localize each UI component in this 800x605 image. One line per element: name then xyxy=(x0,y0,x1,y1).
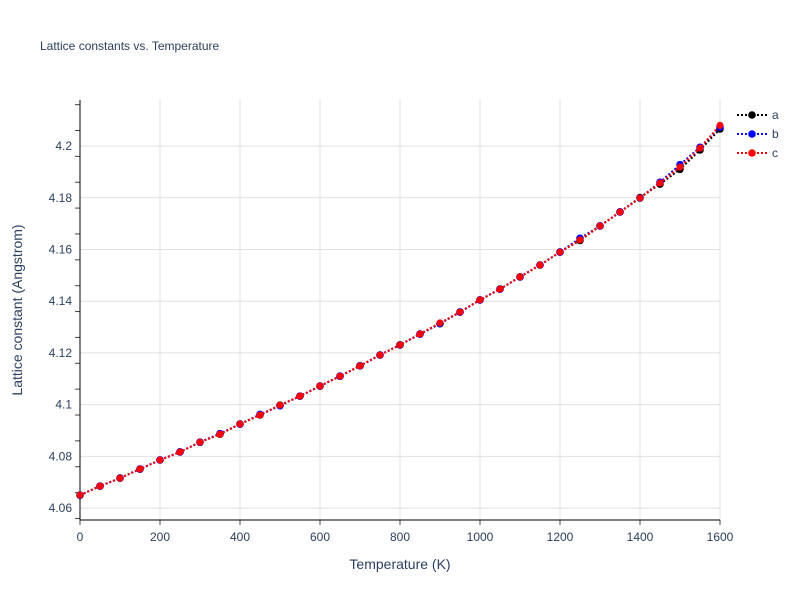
legend-marker xyxy=(748,130,756,138)
data-point-c xyxy=(216,430,224,438)
y-tick-label: 4.08 xyxy=(49,449,73,463)
x-tick-label: 1200 xyxy=(547,530,574,544)
x-tick-label: 1400 xyxy=(627,530,654,544)
data-point-c xyxy=(476,296,484,304)
data-point-c xyxy=(236,420,244,428)
y-tick-label: 4.2 xyxy=(55,139,72,153)
data-point-c xyxy=(456,308,464,316)
series-group xyxy=(76,121,724,499)
data-point-c xyxy=(436,319,444,327)
data-point-c xyxy=(616,208,624,216)
legend-label: a xyxy=(772,108,779,122)
data-point-c xyxy=(296,392,304,400)
series-c xyxy=(76,121,724,499)
data-point-c xyxy=(136,465,144,473)
x-axis-label: Temperature (K) xyxy=(349,556,450,572)
x-tick-label: 200 xyxy=(150,530,170,544)
legend-item-b[interactable]: b xyxy=(737,127,779,141)
data-point-c xyxy=(696,144,704,152)
data-point-c xyxy=(336,372,344,380)
legend-label: b xyxy=(772,127,779,141)
data-point-c xyxy=(156,456,164,464)
data-point-c xyxy=(516,273,524,281)
y-tick-label: 4.16 xyxy=(49,242,73,256)
data-point-c xyxy=(376,351,384,359)
x-tick-label: 800 xyxy=(390,530,410,544)
legend-marker xyxy=(748,111,756,119)
y-tick-label: 4.1 xyxy=(55,398,72,412)
data-point-c xyxy=(116,474,124,482)
axes: 0 200 400 600 800 1000 1200 1400 1600 4.06 4.08 4.1… xyxy=(49,100,734,544)
legend-marker xyxy=(748,149,756,157)
data-point-c xyxy=(576,236,584,244)
legend[interactable]: abc xyxy=(737,108,779,160)
data-point-c xyxy=(676,163,684,171)
data-point-c xyxy=(596,222,604,230)
data-point-c xyxy=(416,330,424,338)
data-point-c xyxy=(356,362,364,370)
data-point-c xyxy=(276,401,284,409)
data-point-c xyxy=(556,248,564,256)
legend-label: c xyxy=(772,146,778,160)
data-point-c xyxy=(96,482,104,490)
x-tick-label: 400 xyxy=(230,530,250,544)
gridlines xyxy=(80,100,721,520)
data-point-c xyxy=(76,491,84,499)
x-tick-label: 1600 xyxy=(707,530,734,544)
x-tick-label: 600 xyxy=(310,530,330,544)
x-tick-label: 1000 xyxy=(467,530,494,544)
x-tick-label: 0 xyxy=(77,530,84,544)
data-point-c xyxy=(316,382,324,390)
y-tick-label: 4.18 xyxy=(49,191,73,205)
data-point-c xyxy=(256,411,264,419)
data-point-c xyxy=(656,179,664,187)
y-tick-label: 4.06 xyxy=(49,501,73,515)
data-point-c xyxy=(396,341,404,349)
data-point-c xyxy=(196,438,204,446)
data-point-c xyxy=(536,261,544,269)
data-point-c xyxy=(716,121,724,129)
y-tick-label: 4.12 xyxy=(49,346,73,360)
y-axis-label: Lattice constant (Angstrom) xyxy=(9,224,25,395)
legend-item-c[interactable]: c xyxy=(737,146,778,160)
data-point-c xyxy=(636,194,644,202)
chart-title: Lattice constants vs. Temperature xyxy=(40,39,220,53)
legend-item-a[interactable]: a xyxy=(737,108,779,122)
data-point-c xyxy=(496,285,504,293)
y-tick-label: 4.14 xyxy=(49,294,73,308)
data-point-c xyxy=(176,448,184,456)
